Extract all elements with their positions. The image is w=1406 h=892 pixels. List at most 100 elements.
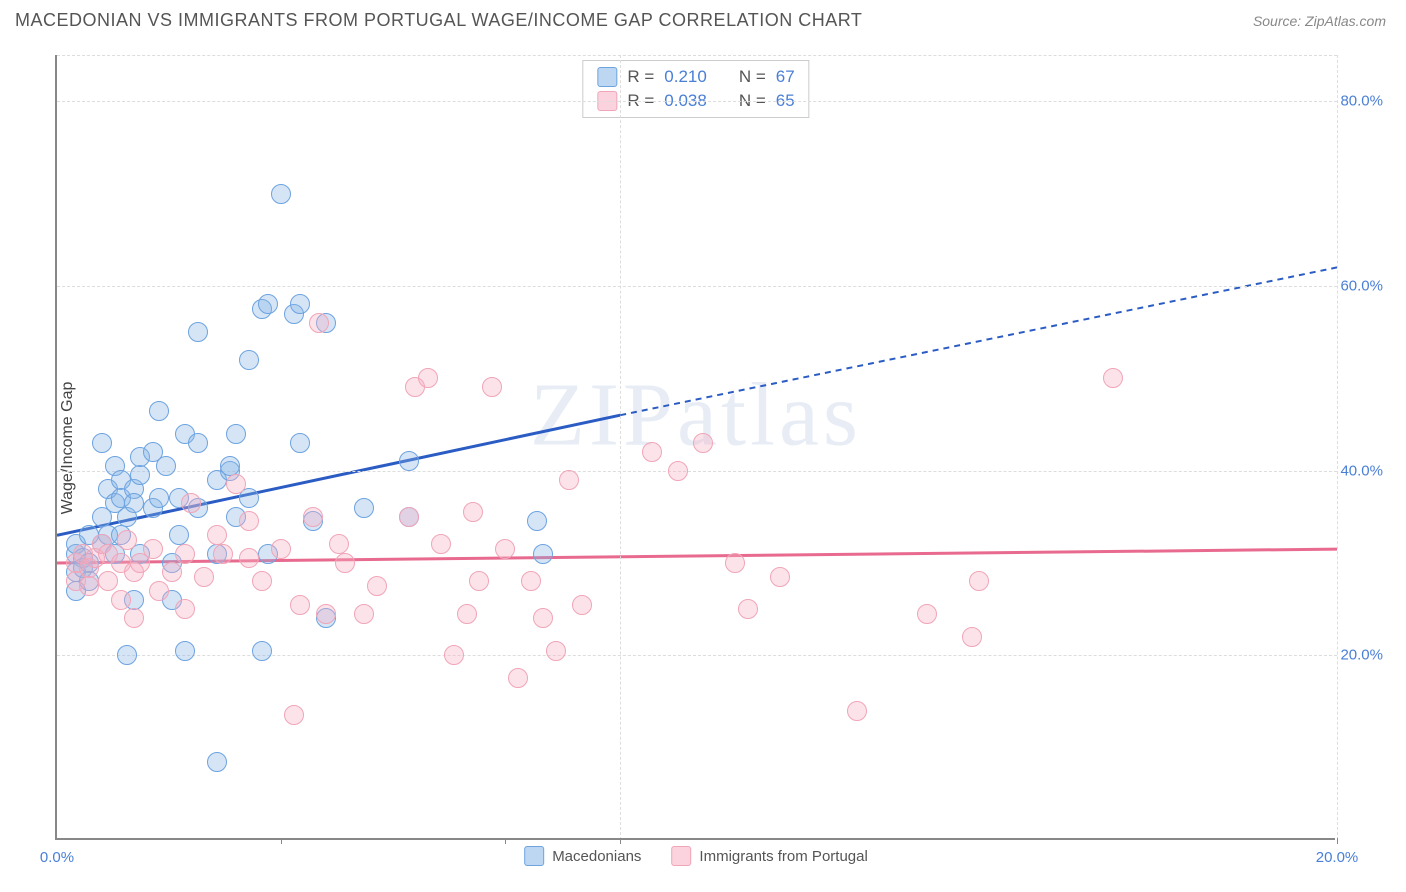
chart-title: MACEDONIAN VS IMMIGRANTS FROM PORTUGAL W… <box>15 10 862 31</box>
scatter-point <box>175 544 195 564</box>
scatter-point <box>149 488 169 508</box>
scatter-point <box>162 562 182 582</box>
scatter-point <box>1103 368 1123 388</box>
gridline-h <box>57 55 1337 56</box>
x-tick-label: 0.0% <box>40 849 74 866</box>
y-tick-label: 60.0% <box>1340 277 1383 294</box>
scatter-point <box>354 604 374 624</box>
scatter-point <box>181 493 201 513</box>
scatter-point <box>508 668 528 688</box>
scatter-point <box>290 294 310 314</box>
scatter-point <box>284 705 304 725</box>
scatter-point <box>559 470 579 490</box>
scatter-point <box>962 627 982 647</box>
scatter-point <box>239 511 259 531</box>
legend-swatch <box>524 846 544 866</box>
scatter-point <box>98 571 118 591</box>
scatter-point <box>399 507 419 527</box>
scatter-point <box>725 553 745 573</box>
scatter-point <box>207 752 227 772</box>
legend-swatch <box>597 67 617 87</box>
scatter-point <box>149 401 169 421</box>
chart-container: Wage/Income Gap ZIPatlas R =0.210N =67R … <box>55 55 1385 840</box>
x-tick-mark <box>620 838 621 844</box>
scatter-point <box>847 701 867 721</box>
scatter-point <box>463 502 483 522</box>
scatter-point <box>418 368 438 388</box>
legend-row: R = 0.210 N = 67 <box>597 67 794 87</box>
y-tick-label: 40.0% <box>1340 462 1383 479</box>
scatter-point <box>527 511 547 531</box>
scatter-point <box>252 641 272 661</box>
y-tick-label: 20.0% <box>1340 647 1383 664</box>
scatter-point <box>226 474 246 494</box>
scatter-point <box>329 534 349 554</box>
scatter-point <box>335 553 355 573</box>
scatter-point <box>226 424 246 444</box>
correlation-legend: R =0.210N =67R =0.038N =65 <box>582 60 809 118</box>
gridline-h <box>57 471 1337 472</box>
scatter-point <box>444 645 464 665</box>
scatter-point <box>546 641 566 661</box>
scatter-point <box>207 525 227 545</box>
scatter-point <box>521 571 541 591</box>
x-tick-mark <box>1337 838 1338 844</box>
scatter-point <box>239 350 259 370</box>
scatter-point <box>149 581 169 601</box>
scatter-point <box>770 567 790 587</box>
scatter-point <box>668 461 688 481</box>
scatter-point <box>399 451 419 471</box>
plot-area: ZIPatlas R =0.210N =67R =0.038N =65 Mace… <box>55 55 1335 840</box>
scatter-point <box>124 608 144 628</box>
gridline-h <box>57 655 1337 656</box>
series-legend: Macedonians Immigrants from Portugal <box>524 846 868 866</box>
legend-series-label: Immigrants from Portugal <box>699 848 867 865</box>
scatter-point <box>533 608 553 628</box>
legend-n-label: N = <box>739 67 766 87</box>
scatter-point <box>457 604 477 624</box>
legend-r-value: 0.210 <box>664 67 707 87</box>
scatter-point <box>917 604 937 624</box>
x-tick-label: 20.0% <box>1316 849 1359 866</box>
scatter-point <box>117 645 137 665</box>
scatter-point <box>188 322 208 342</box>
scatter-point <box>143 539 163 559</box>
scatter-point <box>156 456 176 476</box>
gridline-v <box>620 55 621 840</box>
legend-item: Immigrants from Portugal <box>671 846 867 866</box>
scatter-point <box>303 507 323 527</box>
legend-series-label: Macedonians <box>552 848 641 865</box>
scatter-point <box>271 539 291 559</box>
scatter-point <box>271 184 291 204</box>
scatter-point <box>258 294 278 314</box>
watermark: ZIPatlas <box>530 364 862 467</box>
scatter-point <box>572 595 592 615</box>
legend-r-label: R = <box>627 67 654 87</box>
scatter-point <box>175 599 195 619</box>
scatter-point <box>124 493 144 513</box>
scatter-point <box>213 544 233 564</box>
scatter-point <box>367 576 387 596</box>
chart-source: Source: ZipAtlas.com <box>1253 13 1386 29</box>
scatter-point <box>533 544 553 564</box>
scatter-point <box>175 641 195 661</box>
scatter-point <box>111 590 131 610</box>
gridline-h <box>57 286 1337 287</box>
scatter-point <box>309 313 329 333</box>
y-tick-label: 80.0% <box>1340 93 1383 110</box>
scatter-point <box>188 433 208 453</box>
scatter-point <box>194 567 214 587</box>
scatter-point <box>642 442 662 462</box>
legend-n-value: 67 <box>776 67 795 87</box>
scatter-point <box>495 539 515 559</box>
scatter-point <box>117 530 137 550</box>
legend-item: Macedonians <box>524 846 641 866</box>
gridline-v <box>1337 55 1338 840</box>
scatter-point <box>169 525 189 545</box>
scatter-point <box>316 604 336 624</box>
gridline-h <box>57 101 1337 102</box>
scatter-point <box>738 599 758 619</box>
scatter-point <box>290 433 310 453</box>
scatter-point <box>693 433 713 453</box>
scatter-point <box>431 534 451 554</box>
